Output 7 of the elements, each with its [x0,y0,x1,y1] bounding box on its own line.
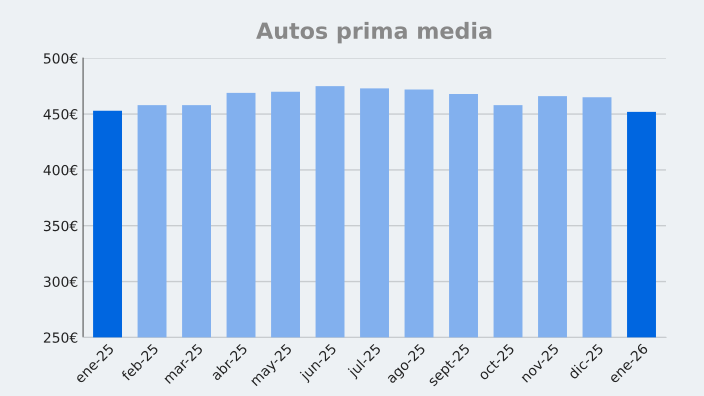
chart-title: Autos prima media [256,22,492,44]
y-tick-label: 350€ [44,220,78,232]
y-tick-label: 450€ [44,109,78,120]
y-tick-label: 300€ [44,276,78,288]
y-tick-label: 250€ [44,332,78,343]
y-tick-label: 400€ [44,164,78,176]
y-tick-label: 500€ [44,53,78,64]
